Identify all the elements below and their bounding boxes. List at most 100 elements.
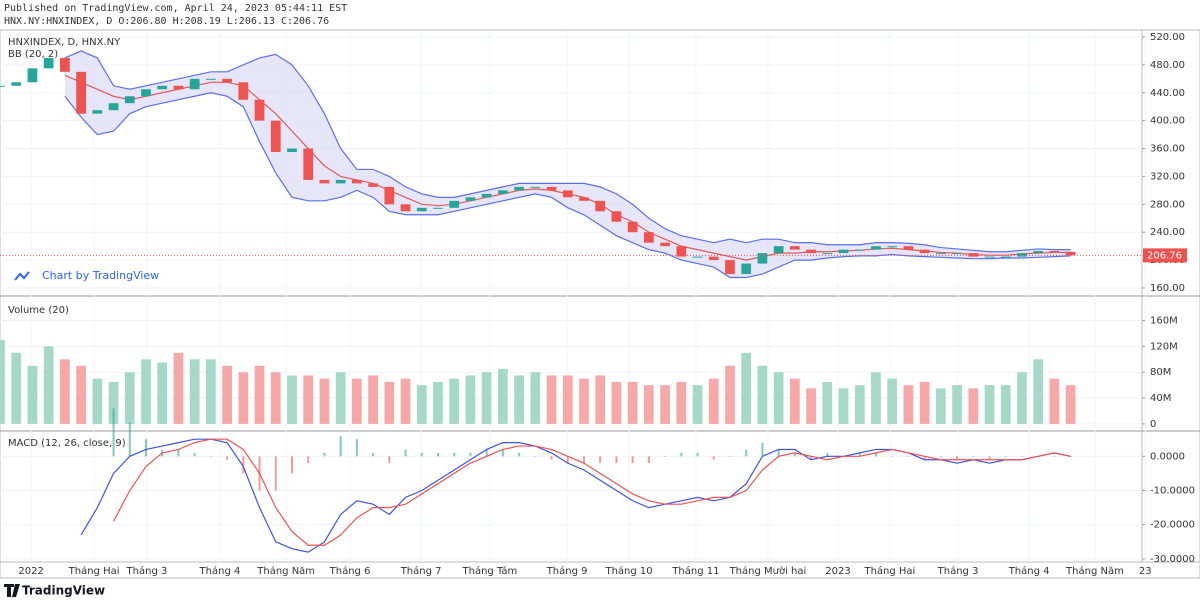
histogram-bar [826,452,829,457]
frame [0,29,1200,579]
volume-bar [822,381,833,424]
volume-bar [43,346,54,424]
y-tick-label: 40M [1150,393,1171,404]
last-price-label: 206.76 [1147,250,1182,261]
signal-line [113,438,1071,546]
candle [595,200,606,212]
volume-bar [611,381,622,424]
histogram-bar [907,456,910,457]
candle [157,85,168,90]
x-tick-label: Tháng 11 [671,565,719,577]
volume-bar [319,378,330,424]
legend-title: HNXINDEX, D, HNX.NY [8,37,121,48]
y-tick-label: 0.0000 [1150,451,1185,462]
histogram-bar [874,452,877,457]
volume-bar [157,362,168,424]
candle [935,253,946,255]
volume-bar [546,375,557,424]
watermark-box[interactable] [10,265,140,287]
candle [1049,251,1060,253]
histogram-bar [664,456,667,457]
histogram-bar [647,456,650,464]
x-tick-label: Tháng 4 [1008,565,1050,577]
watermark[interactable]: Chart by TradingView [42,269,159,282]
x-tick-label: Tháng Năm [1065,565,1124,577]
volume-bar [238,372,249,424]
volume-bar [206,359,216,424]
volume-bar [189,359,200,424]
x-tick-label: Tháng 6 [329,565,371,577]
candle [514,186,524,191]
volume-bar [368,375,378,424]
candle [757,253,768,264]
y-tick-label: -20.0000 [1150,520,1195,531]
candle [27,68,38,83]
candle [11,82,22,86]
candle [76,71,86,114]
volume-bar [854,385,865,424]
candle [952,253,962,255]
x-tick-label: Tháng Hai [68,565,120,577]
volume-bar [335,372,346,424]
x-tick-label: Tháng Tám [462,565,518,577]
candle [773,246,784,254]
histogram-bar [144,439,147,457]
volume-bar [741,352,752,424]
volume-bar [287,375,297,424]
candle [384,186,395,205]
candle [270,120,281,153]
candle [92,110,103,114]
y-tick-label: -30.0000 [1150,554,1195,565]
x-tick-label: Tháng 4 [199,565,241,577]
histogram-bar [631,456,634,464]
x-tick-label: 2023 [825,566,850,577]
y-tick-label: -10.0000 [1150,486,1195,497]
y-tick-label: 160M [1150,316,1178,327]
volume-bar [433,381,443,424]
legend-macd: MACD (12, 26, close, 9) [8,438,126,449]
histogram-bar [777,449,780,457]
candle [919,249,930,254]
y-tick-label: 480.00 [1150,60,1185,71]
candle [319,179,330,184]
volume-bar [968,388,979,424]
histogram-bar [566,456,569,464]
histogram-bar [485,449,488,457]
volume-bar [952,385,962,424]
volume-bar [1065,385,1076,424]
candle [141,89,151,97]
candle [303,148,314,180]
candle [108,103,119,111]
histogram-bar [793,452,796,457]
volume-bar [871,372,881,424]
candle [725,260,735,275]
volume-bar [449,378,460,424]
candle [708,256,719,261]
histogram-bar [209,456,212,457]
histogram-bar [128,422,131,457]
candle [1033,251,1044,254]
histogram-bar [323,452,326,457]
candle [660,242,670,247]
volume-bar [919,381,930,424]
volume-bar [627,381,638,424]
histogram-bar [745,449,748,457]
volume-bar [60,359,70,424]
band-upper [64,50,1071,253]
candle [449,200,460,208]
volume-bar [984,385,995,424]
volume-bar [222,365,232,424]
candle [60,57,70,72]
x-tick-label: Tháng 3 [937,565,979,577]
candle [692,256,703,258]
y-tick-label: 520.00 [1150,32,1185,43]
histogram-bar [501,449,504,457]
candle [465,197,476,201]
candle [287,148,297,153]
candle [968,253,979,257]
x-tick-label: Tháng Hai [863,565,915,577]
histogram-bar [712,456,715,460]
footer-brand: TradingView [22,584,105,598]
histogram-bar [274,456,277,491]
candle [124,96,135,104]
